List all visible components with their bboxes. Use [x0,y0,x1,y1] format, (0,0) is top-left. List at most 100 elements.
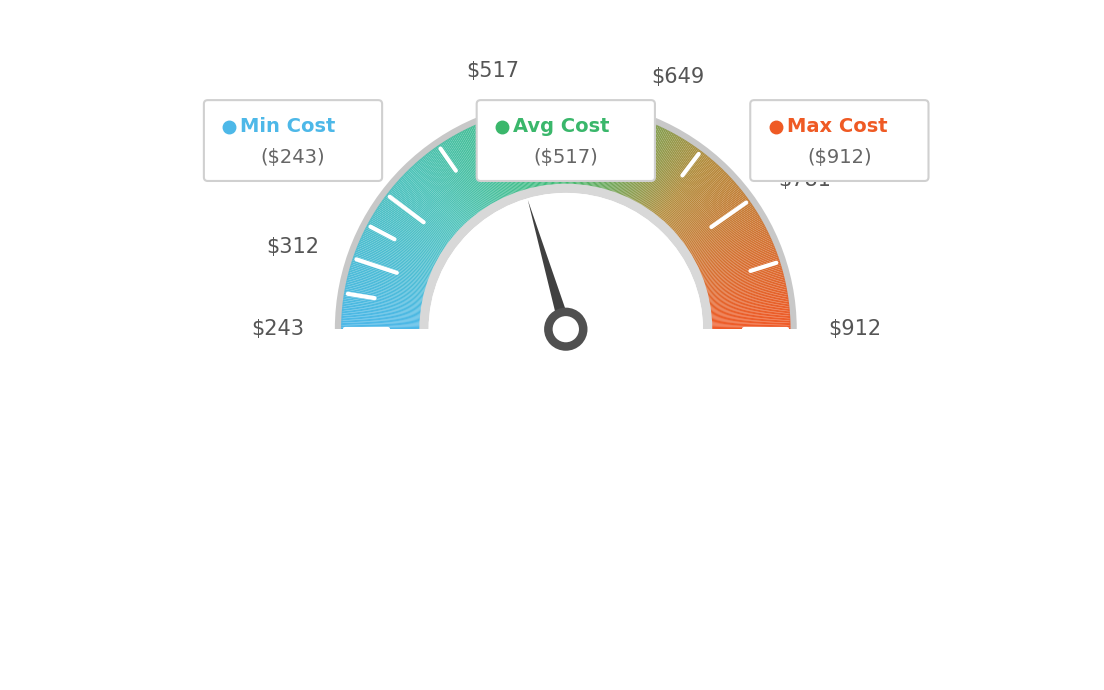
Wedge shape [497,117,522,194]
Wedge shape [391,188,455,240]
Wedge shape [401,177,461,233]
Wedge shape [390,190,454,241]
Wedge shape [346,284,425,302]
Wedge shape [453,135,495,206]
Wedge shape [683,202,752,249]
Wedge shape [668,172,728,230]
Wedge shape [552,106,558,187]
Wedge shape [608,116,634,193]
Wedge shape [609,117,635,194]
Wedge shape [577,106,585,187]
Wedge shape [675,184,737,237]
Wedge shape [350,264,428,288]
Wedge shape [638,136,680,206]
Wedge shape [646,144,693,212]
Wedge shape [503,115,527,193]
Wedge shape [425,154,477,218]
Text: Avg Cost: Avg Cost [513,117,609,136]
Wedge shape [459,132,499,204]
Wedge shape [467,128,503,201]
Wedge shape [625,126,660,200]
Wedge shape [389,191,454,242]
Wedge shape [382,199,449,247]
FancyBboxPatch shape [477,100,655,181]
Wedge shape [408,169,466,228]
Wedge shape [703,265,782,290]
Text: ($912): ($912) [807,148,872,167]
Wedge shape [660,161,715,223]
Wedge shape [352,259,429,285]
Wedge shape [656,156,709,219]
Wedge shape [341,320,423,325]
Wedge shape [372,214,443,257]
Wedge shape [500,115,524,193]
Wedge shape [681,197,747,246]
Wedge shape [341,326,423,328]
Wedge shape [645,143,691,210]
Wedge shape [658,158,712,221]
Wedge shape [420,158,474,221]
Wedge shape [371,215,443,257]
Wedge shape [343,293,424,307]
Wedge shape [702,262,781,287]
Wedge shape [423,156,476,219]
Wedge shape [703,264,782,288]
Wedge shape [594,110,612,190]
Wedge shape [523,110,540,189]
Text: Max Cost: Max Cost [787,117,888,136]
Wedge shape [620,123,654,198]
Wedge shape [701,257,779,284]
Wedge shape [350,267,428,290]
Wedge shape [348,275,426,296]
Wedge shape [603,113,625,192]
Wedge shape [705,275,784,296]
Wedge shape [648,146,697,213]
Wedge shape [697,239,772,273]
Wedge shape [696,233,769,268]
Wedge shape [511,112,532,191]
Wedge shape [592,110,608,189]
Wedge shape [584,108,596,188]
Wedge shape [565,106,567,187]
Wedge shape [484,121,514,197]
Wedge shape [696,236,771,270]
Wedge shape [456,134,497,205]
Wedge shape [335,100,797,329]
Wedge shape [371,217,442,259]
Wedge shape [699,247,775,278]
Wedge shape [493,117,520,195]
Wedge shape [400,177,460,233]
Wedge shape [488,119,518,195]
Wedge shape [376,208,445,253]
Wedge shape [707,286,786,302]
Wedge shape [656,155,708,219]
Wedge shape [464,130,501,202]
Wedge shape [597,111,616,190]
Wedge shape [463,130,501,203]
Wedge shape [665,168,722,227]
Wedge shape [581,107,591,188]
Wedge shape [364,228,438,266]
Wedge shape [558,106,561,187]
Wedge shape [347,277,426,297]
Wedge shape [344,289,425,305]
Wedge shape [659,159,713,221]
Wedge shape [572,106,576,187]
Wedge shape [420,184,712,329]
Wedge shape [691,220,763,261]
Wedge shape [383,198,449,246]
Wedge shape [611,117,637,194]
Wedge shape [354,252,432,281]
Wedge shape [692,225,765,264]
Wedge shape [447,139,491,208]
Wedge shape [351,262,429,287]
Wedge shape [452,136,493,206]
Text: $781: $781 [778,170,831,190]
Wedge shape [407,170,465,228]
Text: $912: $912 [828,319,881,339]
Wedge shape [348,272,427,294]
Wedge shape [353,253,431,282]
Wedge shape [588,108,603,188]
Wedge shape [359,241,434,274]
Wedge shape [370,219,442,259]
